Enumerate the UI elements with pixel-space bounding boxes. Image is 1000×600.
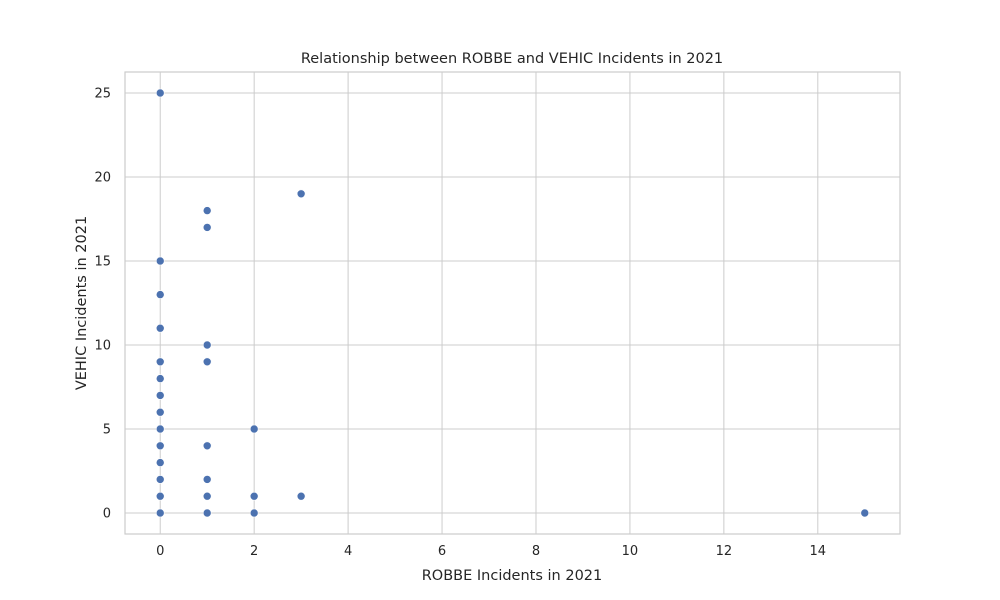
x-axis-label: ROBBE Incidents in 2021 bbox=[422, 568, 603, 584]
plot-frame bbox=[124, 71, 901, 535]
y-axis-ticks: 0 5 10 15 20 25 bbox=[94, 87, 111, 522]
scatter-point bbox=[249, 491, 259, 501]
scatter-point bbox=[155, 374, 165, 383]
scatter-point bbox=[202, 206, 212, 215]
scatter-point bbox=[155, 508, 165, 518]
scatter-point bbox=[249, 424, 259, 434]
scatter-point bbox=[155, 290, 165, 299]
scatter-point bbox=[155, 323, 165, 333]
y-tick-label: 25 bbox=[94, 87, 111, 102]
scatter-point bbox=[296, 491, 306, 501]
y-tick-label: 10 bbox=[94, 339, 111, 354]
x-tick-label: 6 bbox=[438, 544, 446, 559]
scatter-point bbox=[860, 508, 870, 518]
data-points bbox=[155, 88, 870, 518]
grid bbox=[125, 72, 900, 534]
scatter-point bbox=[202, 441, 212, 451]
y-tick-label: 20 bbox=[94, 171, 111, 186]
scatter-point bbox=[249, 508, 259, 518]
x-axis-ticks: 0 2 4 6 8 10 12 14 bbox=[156, 544, 826, 559]
scatter-point bbox=[202, 491, 212, 501]
scatter-point bbox=[155, 458, 165, 467]
y-tick-label: 5 bbox=[103, 423, 111, 438]
scatter-point bbox=[155, 391, 165, 400]
y-tick-label: 0 bbox=[103, 507, 111, 522]
scatter-point bbox=[155, 407, 165, 417]
scatter-point bbox=[155, 424, 165, 434]
x-tick-label: 4 bbox=[344, 544, 352, 559]
x-tick-label: 0 bbox=[156, 544, 164, 559]
scatter-point bbox=[155, 491, 165, 501]
x-tick-label: 10 bbox=[622, 544, 639, 559]
chart-title: Relationship between ROBBE and VEHIC Inc… bbox=[301, 51, 723, 67]
scatter-point bbox=[155, 441, 165, 451]
scatter-point bbox=[202, 475, 212, 484]
y-tick-label: 15 bbox=[94, 255, 111, 270]
scatter-point bbox=[296, 189, 306, 199]
scatter-point bbox=[155, 475, 165, 484]
x-tick-label: 2 bbox=[250, 544, 258, 559]
scatter-point bbox=[155, 357, 165, 367]
scatter-point bbox=[202, 340, 212, 350]
y-axis-label: VEHIC Incidents in 2021 bbox=[74, 216, 90, 390]
x-tick-label: 12 bbox=[716, 544, 733, 559]
scatter-point bbox=[155, 256, 165, 266]
scatter-point bbox=[202, 357, 212, 367]
scatter-point bbox=[202, 508, 212, 518]
scatter-point bbox=[202, 223, 212, 232]
scatter-point bbox=[155, 88, 165, 98]
x-tick-label: 8 bbox=[532, 544, 540, 559]
x-tick-label: 14 bbox=[810, 544, 827, 559]
